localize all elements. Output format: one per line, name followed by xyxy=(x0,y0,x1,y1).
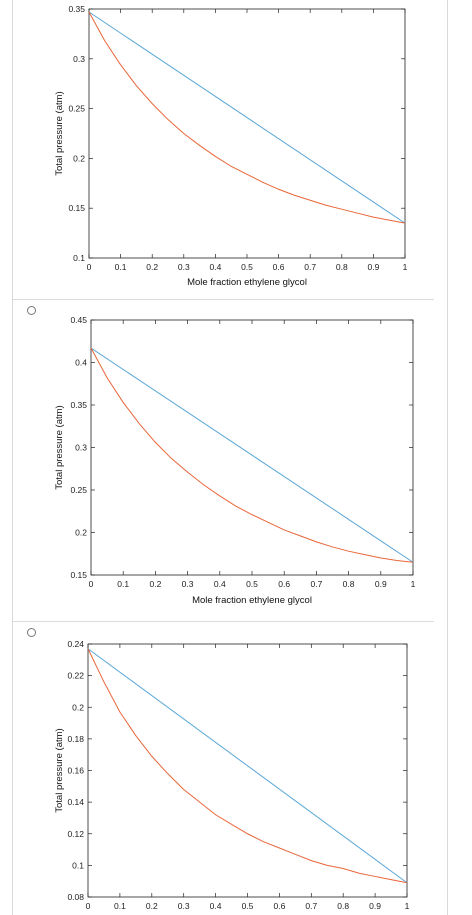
y-tick-label: 0.35 xyxy=(68,4,85,14)
y-axis-label: Total pressure (atm) xyxy=(54,91,65,175)
option-3-radio[interactable] xyxy=(27,628,36,637)
panel-right-border xyxy=(447,0,448,915)
y-tick-label: 0.22 xyxy=(67,671,84,681)
x-tick-label: 0.1 xyxy=(117,579,129,589)
x-tick-label: 0.8 xyxy=(337,901,349,911)
y-tick-label: 0.2 xyxy=(72,702,84,712)
x-tick-label: 1 xyxy=(403,262,408,272)
dew-point-line xyxy=(88,11,406,224)
x-tick-label: 0.3 xyxy=(178,262,190,272)
x-tick-label: 0.9 xyxy=(375,579,387,589)
x-tick-label: 0.1 xyxy=(114,901,126,911)
x-tick-label: 0.3 xyxy=(182,579,194,589)
y-tick-label: 0.15 xyxy=(68,203,85,213)
y-tick-label: 0.08 xyxy=(67,892,84,902)
y-tick-label: 0.15 xyxy=(70,570,87,580)
option-divider xyxy=(12,621,434,622)
y-tick-label: 0.12 xyxy=(67,829,84,839)
y-axis-label: Total pressure (atm) xyxy=(54,728,65,812)
x-tick-label: 0.2 xyxy=(146,262,158,272)
bubble-point-curve xyxy=(88,11,406,224)
x-tick-label: 0.6 xyxy=(273,262,285,272)
x-tick-label: 0.2 xyxy=(149,579,161,589)
dew-point-line xyxy=(90,347,414,563)
x-tick-label: 0 xyxy=(87,262,92,272)
x-tick-label: 0 xyxy=(86,901,91,911)
plot-area xyxy=(90,319,414,576)
y-tick-label: 0.4 xyxy=(75,358,87,368)
y-tick-label: 0.3 xyxy=(75,443,87,453)
chart-option-1: 0 0.1 0.2 0.3 0.4 0.5 0.6 0.7 0.8 0.9 10.10.150.20… xyxy=(54,4,408,288)
x-tick-label: 0.7 xyxy=(305,901,317,911)
y-tick-label: 0.25 xyxy=(70,485,87,495)
chart-option-3: 0 0.1 0.2 0.3 0.4 0.5 0.6 0.7 0.8 0.9 1 0.08 0.1 0.12… xyxy=(54,639,410,911)
x-tick-label: 1 xyxy=(411,579,416,589)
y-tick-label: 0.2 xyxy=(75,528,87,538)
x-tick-label: 0.2 xyxy=(146,901,158,911)
option-divider xyxy=(12,299,434,300)
x-tick-label: 0 xyxy=(89,579,94,589)
y-tick-label: 0.25 xyxy=(68,104,85,114)
panel-left-border xyxy=(12,0,13,915)
x-tick-label: 0.8 xyxy=(343,579,355,589)
x-tick-label: 0.9 xyxy=(369,901,381,911)
x-tick-label: 0.4 xyxy=(214,579,226,589)
plot-area xyxy=(88,8,406,259)
bubble-point-curve xyxy=(90,347,414,563)
x-tick-label: 0.6 xyxy=(278,579,290,589)
x-tick-label: 0.7 xyxy=(310,579,322,589)
y-tick-label: 0.3 xyxy=(73,54,85,64)
y-tick-label: 0.16 xyxy=(67,766,84,776)
x-axis-label: Mole fraction ethylene glycol xyxy=(187,277,307,288)
x-tick-label: 1 xyxy=(405,901,410,911)
y-tick-label: 0.18 xyxy=(67,734,84,744)
plot-area xyxy=(87,643,408,898)
dew-point-line xyxy=(87,648,408,884)
chart-option-2: 0 0.1 0.2 0.3 0.4 0.5 0.6 0.7 0.8 0.9 1 0.15 0.2 0.25… xyxy=(54,315,416,606)
y-tick-label: 0.35 xyxy=(70,400,87,410)
x-tick-label: 0.5 xyxy=(241,262,253,272)
y-tick-label: 0.2 xyxy=(73,153,85,163)
x-tick-label: 0.1 xyxy=(115,262,127,272)
x-tick-label: 0.5 xyxy=(242,901,254,911)
x-tick-label: 0.9 xyxy=(367,262,379,272)
x-tick-label: 0.7 xyxy=(304,262,316,272)
y-axis-label: Total pressure (atm) xyxy=(54,405,65,489)
y-tick-label: 0.1 xyxy=(72,860,84,870)
option-2-radio[interactable] xyxy=(27,306,36,315)
y-tick-label: 0.1 xyxy=(73,253,85,263)
x-axis-label: Mole fraction ethylene glycol xyxy=(192,595,312,606)
y-tick-label: 0.24 xyxy=(67,639,84,649)
x-tick-label: 0.6 xyxy=(273,901,285,911)
y-tick-label: 0.45 xyxy=(70,315,87,325)
x-tick-label: 0.4 xyxy=(210,901,222,911)
x-tick-label: 0.4 xyxy=(209,262,221,272)
x-tick-label: 0.3 xyxy=(178,901,190,911)
x-tick-label: 0.8 xyxy=(336,262,348,272)
x-tick-label: 0.5 xyxy=(246,579,258,589)
y-tick-label: 0.14 xyxy=(67,797,84,807)
bubble-point-curve xyxy=(87,648,408,884)
